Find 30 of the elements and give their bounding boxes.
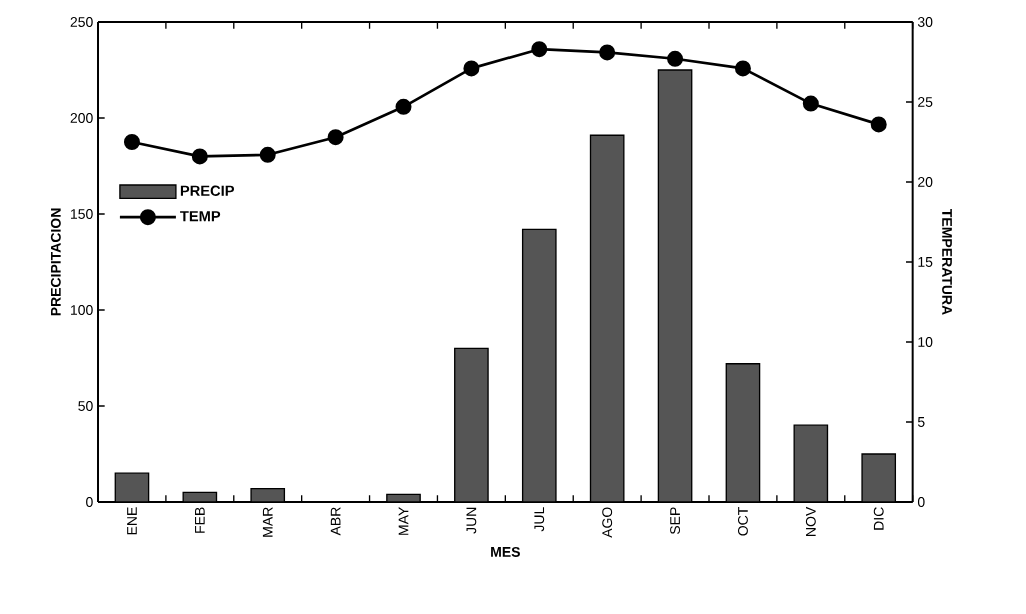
y2-axis-title: TEMPERATURA (942, 209, 952, 315)
y2-tick-label: 30 (917, 17, 933, 27)
y-tick-label: 200 (70, 113, 93, 123)
x-tick-label: OCT (738, 507, 748, 536)
x-tick-label: MAY (398, 507, 409, 535)
x-tick-label: SEP (670, 507, 681, 535)
x-tick-label: ABR (330, 507, 341, 536)
x-tick-label: ENE (127, 507, 137, 535)
legend-label: PRECIP (180, 185, 235, 196)
y-tick-label: 100 (71, 305, 93, 315)
y-tick-label: 250 (70, 17, 93, 27)
y-tick-label: 0 (86, 497, 93, 507)
x-tick-label: AGO (602, 507, 613, 538)
y-axis-title: PRECIPITACION (50, 208, 61, 316)
y2-tick-label: 20 (918, 177, 933, 187)
x-tick-label: NOV (805, 506, 816, 536)
y-tick-label: 150 (71, 209, 93, 219)
y2-tick-label: 0 (917, 497, 925, 507)
y2-tick-label: 15 (918, 257, 933, 267)
x-tick-label: JUN (466, 507, 477, 534)
legend-label: TEMP (180, 211, 221, 222)
y2-tick-label: 10 (918, 337, 933, 347)
x-tick-label: DIC (873, 507, 884, 530)
y-tick-label: 50 (78, 401, 93, 411)
y2-tick-label: 5 (917, 417, 925, 427)
x-tick-label: JUL (534, 507, 545, 532)
x-tick-label: MAR (262, 507, 273, 537)
x-tick-label: FEB (195, 507, 205, 533)
y2-tick-label: 25 (918, 97, 933, 107)
x-axis-title: MES (491, 546, 520, 557)
